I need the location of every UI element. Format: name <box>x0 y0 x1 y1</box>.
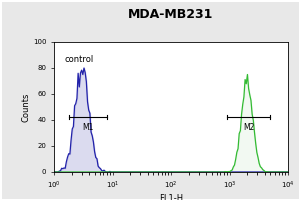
Text: M1: M1 <box>82 123 94 132</box>
Text: M2: M2 <box>243 123 254 132</box>
Y-axis label: Counts: Counts <box>21 92 30 122</box>
Text: control: control <box>64 55 94 64</box>
Text: MDA-MB231: MDA-MB231 <box>128 8 214 21</box>
X-axis label: FL1-H: FL1-H <box>159 194 183 200</box>
